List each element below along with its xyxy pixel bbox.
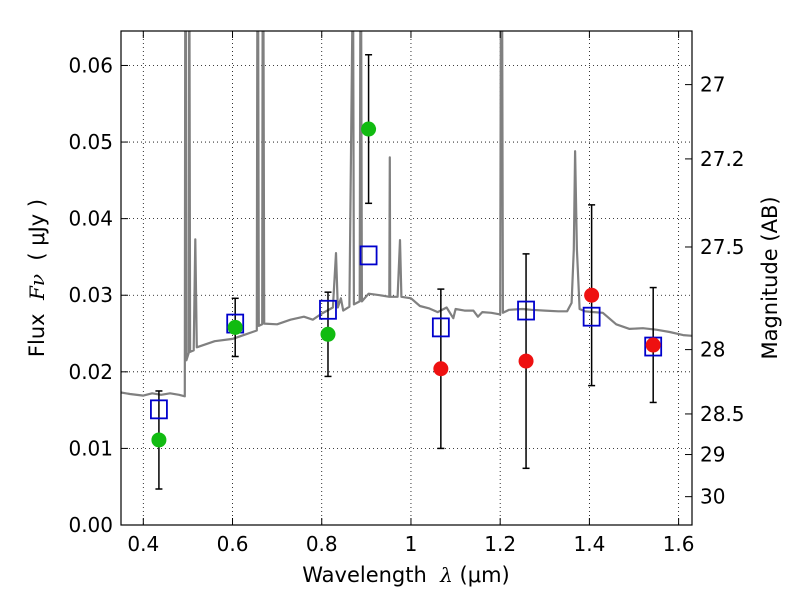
plot-area-background [121,31,692,525]
right-tick-label: 28 [700,338,725,362]
observed-red-point [584,287,600,303]
right-tick-label: 30 [700,485,725,509]
axis-ticks: 0.4 0.6 0.8 1 1.2 1.4 1.6 0.00 0.01 0.02 0.03 0.04 0… [68,31,745,556]
x-tick-label: 0.8 [306,532,338,556]
x-tick-label: 1 [405,532,418,556]
spectrum-line [121,31,692,398]
observed-green-point [361,121,377,137]
right-axis-label: Magnitude (AB) [758,196,782,359]
model-square-marker [582,306,601,327]
x-tick-label: 1.4 [573,532,605,556]
y-tick-label: 0.00 [68,513,113,537]
model-square-marker [517,300,535,321]
model-square-marker [359,245,378,266]
y-tick-label: 0.06 [68,53,113,77]
right-tick-label: 29 [700,443,725,467]
observed-red-point [433,361,449,377]
y-axis-label: Flux Fν ( μJy ) [25,199,49,357]
plot-frame [120,30,693,526]
y-tick-label: 0.02 [68,360,113,384]
model-square-marker [150,399,168,420]
right-tick-label: 27 [700,73,725,97]
observed-green-point [151,432,167,448]
x-tick-label: 0.4 [127,532,159,556]
observed-green-point [227,319,243,335]
x-tick-label: 1.6 [663,532,695,556]
right-tick-label: 27.2 [700,147,745,171]
model-square-marker [431,317,450,338]
observed-red-point [518,353,534,369]
model-square-marker [319,299,337,320]
right-tick-label: 27.5 [700,235,745,259]
y-tick-label: 0.04 [68,207,113,231]
right-tick-label: 28.5 [700,402,745,426]
observed-red-point [645,337,661,353]
series-layer [121,31,692,398]
x-tick-label: 0.6 [217,532,249,556]
y-tick-label: 0.03 [68,283,113,307]
y-tick-label: 0.05 [68,130,113,154]
data-markers [150,121,663,448]
y-tick-label: 0.01 [68,436,113,460]
x-axis-label: Wavelength λ (μm) [302,563,510,587]
observed-green-point [320,326,336,342]
x-tick-label: 1.2 [484,532,516,556]
